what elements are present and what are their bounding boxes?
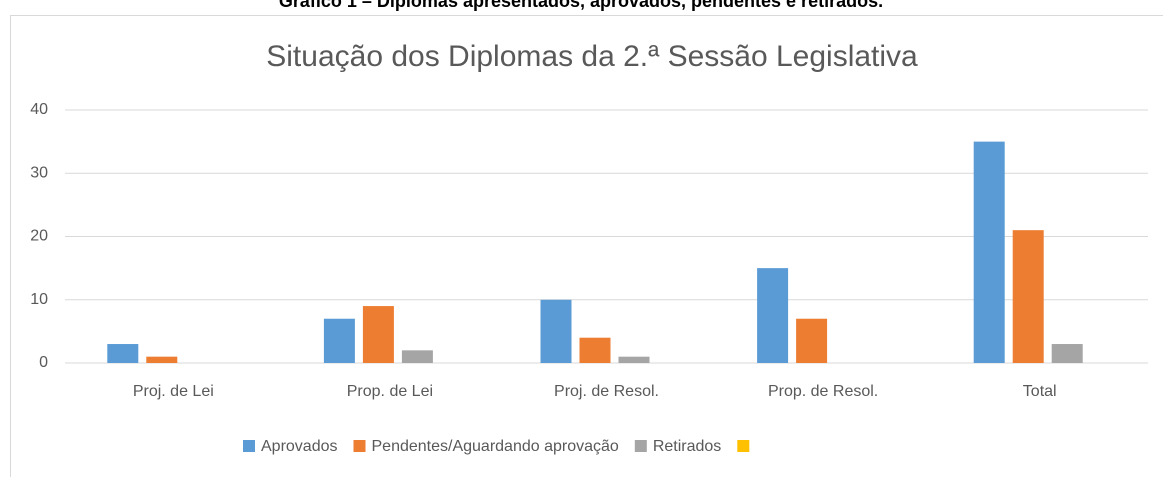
legend-swatch	[243, 440, 255, 452]
y-tick-label: 0	[39, 354, 48, 371]
y-tick-label: 40	[30, 101, 48, 118]
chart-border	[10, 15, 1163, 477]
x-tick-label: Total	[1023, 383, 1057, 400]
x-tick-label: Proj. de Resol.	[554, 383, 659, 400]
bar	[579, 337, 611, 363]
legend-label: Retirados	[653, 438, 721, 455]
chart-title: Situação dos Diplomas da 2.ª Sessão Legi…	[266, 40, 918, 73]
bar	[1012, 230, 1044, 363]
bar	[1051, 344, 1083, 363]
bar	[107, 344, 139, 363]
bar	[146, 356, 178, 363]
x-tick-label: Prop. de Resol.	[768, 383, 878, 400]
bar	[401, 350, 433, 363]
y-tick-label: 20	[30, 228, 48, 245]
bar	[796, 318, 828, 363]
legend-label: Pendentes/Aguardando aprovação	[372, 438, 619, 455]
bar	[323, 318, 355, 363]
caption: Gráfico 1 – Diplomas apresentados, aprov…	[279, 0, 883, 11]
bar	[618, 356, 650, 363]
bar	[362, 306, 394, 363]
y-tick-label: 10	[30, 291, 48, 308]
bar	[540, 299, 572, 363]
legend-label: Aprovados	[261, 438, 338, 455]
bar	[973, 141, 1005, 363]
y-tick-label: 30	[30, 164, 48, 181]
legend-swatch	[634, 440, 647, 452]
legend-swatch	[353, 440, 366, 452]
x-tick-label: Prop. de Lei	[347, 383, 433, 400]
x-tick-label: Proj. de Lei	[133, 383, 214, 400]
legend-swatch	[737, 440, 750, 452]
bar	[757, 268, 789, 363]
